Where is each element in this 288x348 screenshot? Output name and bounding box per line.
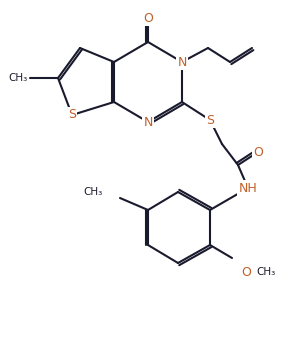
Text: CH₃: CH₃ [256,267,275,277]
Text: N: N [143,116,153,128]
Text: S: S [68,109,76,121]
Text: S: S [206,113,214,127]
Text: O: O [241,266,251,278]
Text: CH₃: CH₃ [9,73,28,83]
Text: N: N [177,55,187,69]
Text: NH: NH [239,182,257,195]
Text: O: O [143,11,153,24]
Text: CH₃: CH₃ [84,187,103,197]
Text: O: O [253,145,263,158]
